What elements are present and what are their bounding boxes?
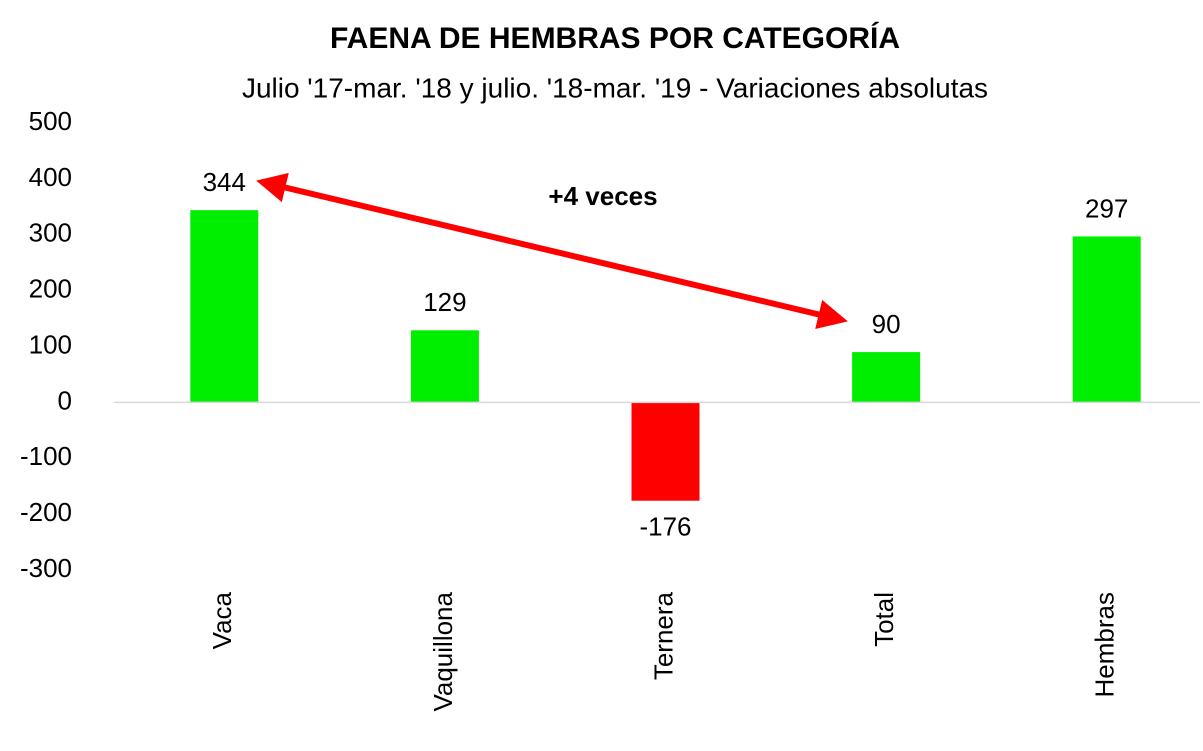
bar [631,402,700,501]
chart-subtitle: Julio '17-mar. '18 y julio. '18-mar. '19… [242,72,988,103]
y-tick-label: 300 [29,218,72,248]
bar [1072,236,1141,403]
data-label: 344 [203,167,246,197]
chart-title: FAENA DE HEMBRAS POR CATEGORÍA [330,21,900,55]
annotation: +4 veces [548,181,657,211]
y-tick-label: -200 [20,497,72,527]
y-tick-label: 0 [58,385,72,415]
data-label: 90 [872,309,901,339]
y-tick-label: 400 [29,162,72,192]
x-tick-label: Ternera [648,591,678,680]
data-label: 297 [1085,193,1128,223]
x-tick-label: Vaca [207,591,237,649]
arrow [256,172,848,330]
y-tick-label: 500 [29,106,72,136]
y-tick-label: 100 [29,329,72,359]
y-tick-label: -300 [20,553,72,583]
bar [410,330,479,403]
bar [190,210,259,403]
data-label: 129 [423,287,466,317]
x-tick-label: Hembras [1090,592,1120,697]
data-label: -176 [639,512,691,542]
y-tick-label: -100 [20,441,72,471]
x-tick-label: Vaquillona [428,591,458,711]
bar [852,352,921,403]
y-tick-label: 200 [29,274,72,304]
x-tick-label: Total [869,592,899,647]
